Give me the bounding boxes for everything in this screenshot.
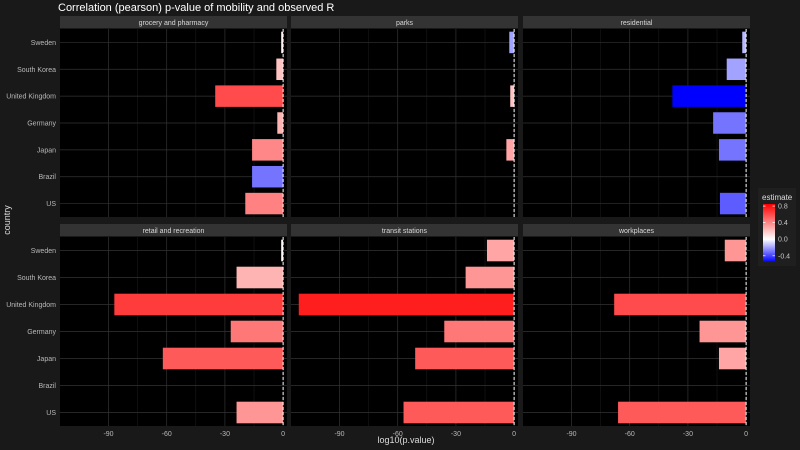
bar <box>618 401 747 424</box>
bar <box>465 266 515 289</box>
facet-strip-label: parks <box>396 20 414 27</box>
y-tick-label: United Kingdom <box>6 94 56 101</box>
x-tick-label: 0 <box>512 431 516 438</box>
x-tick-label: -60 <box>625 431 635 438</box>
x-tick-label: -60 <box>393 431 403 438</box>
legend-tick-label: 0.4 <box>778 220 788 227</box>
facet-strip <box>291 224 518 236</box>
legend-colorbar <box>763 204 775 262</box>
bar <box>252 165 284 188</box>
bar <box>114 293 284 316</box>
bar <box>236 266 284 289</box>
facet-strip-label: retail and recreation <box>143 228 205 235</box>
bar <box>230 320 284 343</box>
bar <box>699 320 747 343</box>
bar <box>726 58 747 81</box>
legend-title: estimate <box>762 193 793 202</box>
facets: grocery and pharmacy Sweden South Korea Uni… <box>6 16 750 438</box>
bar <box>724 239 747 262</box>
facet-strip <box>523 224 750 236</box>
bar <box>281 31 284 54</box>
bar <box>506 139 515 161</box>
facet-panel: workplaces <box>523 224 750 426</box>
x-tick-label: -30 <box>220 431 230 438</box>
chart-title: Correlation (pearson) p-value of mobilit… <box>58 2 334 14</box>
bar <box>281 239 284 262</box>
x-tick-label: -30 <box>683 431 693 438</box>
bar <box>298 293 515 316</box>
bar <box>486 239 515 262</box>
y-tick-label: Sweden <box>31 248 56 255</box>
y-tick-label: Germany <box>27 121 56 128</box>
facet-strip <box>523 16 750 28</box>
bar <box>252 139 284 161</box>
facet-strip-label: residential <box>621 20 653 27</box>
x-tick-label: -60 <box>162 431 172 438</box>
bar <box>162 347 284 370</box>
facet-strip <box>291 16 518 28</box>
y-tick-label: Germany <box>27 329 56 336</box>
x-tick-label: -90 <box>103 431 113 438</box>
bar <box>403 401 515 424</box>
facet-panel: residential <box>523 16 750 217</box>
y-tick-label: Japan <box>37 356 56 363</box>
y-tick-label: South Korea <box>17 67 56 74</box>
bar <box>509 31 515 54</box>
x-tick-label: -90 <box>334 431 344 438</box>
facet-strip <box>60 224 287 236</box>
y-tick-label: South Korea <box>17 275 56 282</box>
facet-panel: transit stations <box>291 224 518 426</box>
bar <box>510 85 515 107</box>
bar <box>276 58 284 81</box>
y-tick-label: Japan <box>37 147 56 154</box>
legend-tick-label: 0.0 <box>778 237 788 244</box>
facet-panel: retail and recreation <box>60 224 287 426</box>
y-tick-label: Brazil <box>38 383 56 390</box>
bar <box>444 320 515 343</box>
y-axis-label: country <box>2 205 12 235</box>
x-tick-label: -90 <box>566 431 576 438</box>
y-tick-label: Sweden <box>31 40 56 47</box>
facet-panel: parks <box>291 16 518 217</box>
x-tick-label: 0 <box>744 431 748 438</box>
facet-panel: grocery and pharmacy <box>60 16 287 217</box>
bar <box>719 192 747 215</box>
facet-strip-label: transit stations <box>382 228 428 235</box>
bar <box>672 85 747 107</box>
facet-strip-label: workplaces <box>618 228 655 235</box>
bar <box>277 112 284 134</box>
bar <box>718 347 747 370</box>
legend-tick-label: -0.4 <box>778 253 790 260</box>
legend: estimate 0.8 0.4 0.0 -0.4 <box>758 188 796 266</box>
legend-tick-label: 0.8 <box>778 204 788 211</box>
facet-strip-label: grocery and pharmacy <box>139 20 209 27</box>
bar <box>742 31 747 54</box>
bar <box>236 401 284 424</box>
y-tick-label: US <box>46 410 56 417</box>
bar <box>215 85 284 107</box>
bar <box>614 293 747 316</box>
x-tick-label: 0 <box>281 431 285 438</box>
y-tick-label: US <box>46 201 56 208</box>
x-axis-label: log10(p.value) <box>377 435 434 445</box>
facet-strip <box>60 16 287 28</box>
bar <box>713 112 747 134</box>
bar <box>245 192 284 215</box>
y-tick-label: United Kingdom <box>6 302 56 309</box>
y-tick-label: Brazil <box>38 174 56 181</box>
bar <box>415 347 515 370</box>
bar <box>718 139 747 161</box>
x-tick-label: -30 <box>451 431 461 438</box>
